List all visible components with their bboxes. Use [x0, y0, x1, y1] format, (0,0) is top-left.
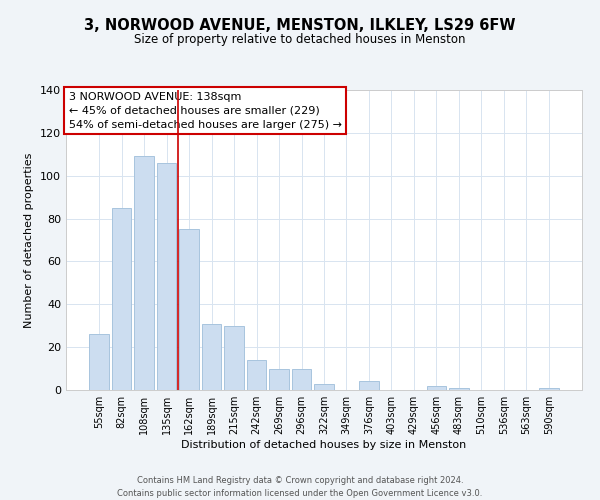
- Bar: [449, 388, 469, 390]
- Bar: [157, 163, 176, 390]
- Y-axis label: Number of detached properties: Number of detached properties: [25, 152, 34, 328]
- Bar: [224, 326, 244, 390]
- Bar: [179, 230, 199, 390]
- Bar: [247, 360, 266, 390]
- Bar: [112, 208, 131, 390]
- Bar: [539, 388, 559, 390]
- X-axis label: Distribution of detached houses by size in Menston: Distribution of detached houses by size …: [181, 440, 467, 450]
- Bar: [314, 384, 334, 390]
- Bar: [427, 386, 446, 390]
- Bar: [359, 382, 379, 390]
- Bar: [202, 324, 221, 390]
- Text: Size of property relative to detached houses in Menston: Size of property relative to detached ho…: [134, 32, 466, 46]
- Bar: [269, 368, 289, 390]
- Text: 3 NORWOOD AVENUE: 138sqm
← 45% of detached houses are smaller (229)
54% of semi-: 3 NORWOOD AVENUE: 138sqm ← 45% of detach…: [68, 92, 341, 130]
- Bar: [89, 334, 109, 390]
- Bar: [134, 156, 154, 390]
- Text: 3, NORWOOD AVENUE, MENSTON, ILKLEY, LS29 6FW: 3, NORWOOD AVENUE, MENSTON, ILKLEY, LS29…: [84, 18, 516, 32]
- Bar: [292, 368, 311, 390]
- Text: Contains HM Land Registry data © Crown copyright and database right 2024.
Contai: Contains HM Land Registry data © Crown c…: [118, 476, 482, 498]
